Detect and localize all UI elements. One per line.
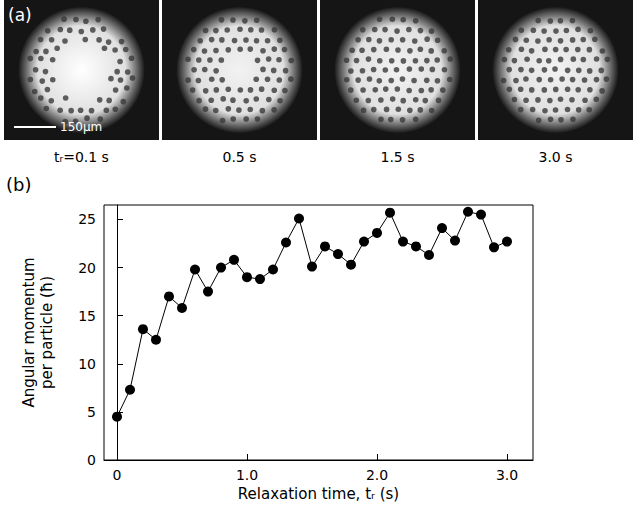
svg-text:1.5 s: 1.5 s <box>380 149 414 165</box>
svg-text:3.0: 3.0 <box>496 467 518 483</box>
svg-text:0: 0 <box>113 467 122 483</box>
svg-text:per particle (ħ): per particle (ħ) <box>38 276 56 389</box>
svg-text:15: 15 <box>78 308 96 324</box>
svg-text:25: 25 <box>78 211 96 227</box>
svg-text:Relaxation time, tᵣ (s): Relaxation time, tᵣ (s) <box>238 485 399 503</box>
svg-text:0: 0 <box>87 452 96 468</box>
svg-text:20: 20 <box>78 260 96 276</box>
svg-text:5: 5 <box>87 404 96 420</box>
svg-text:tᵣ=0.1 s: tᵣ=0.1 s <box>54 149 109 165</box>
svg-text:(a): (a) <box>8 5 32 25</box>
svg-text:3.0 s: 3.0 s <box>538 149 572 165</box>
svg-text:150μm: 150μm <box>60 120 102 134</box>
svg-text:1.0: 1.0 <box>236 467 258 483</box>
svg-text:2.0: 2.0 <box>366 467 388 483</box>
svg-text:Angular momentum: Angular momentum <box>20 257 38 407</box>
svg-text:10: 10 <box>78 356 96 372</box>
svg-text:0.5 s: 0.5 s <box>222 149 256 165</box>
html-text:(b): (b) <box>6 174 32 195</box>
